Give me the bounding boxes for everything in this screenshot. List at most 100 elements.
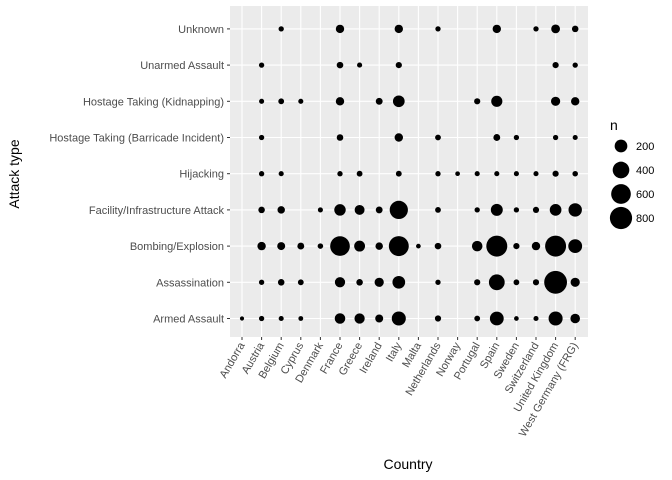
data-point bbox=[395, 25, 403, 33]
data-point bbox=[376, 98, 383, 105]
y-tick-label: Hostage Taking (Barricade Incident) bbox=[49, 133, 224, 145]
y-tick-label: Bombing/Explosion bbox=[130, 241, 224, 253]
data-point bbox=[533, 26, 538, 31]
data-point bbox=[472, 241, 483, 252]
data-point bbox=[533, 316, 538, 321]
data-point bbox=[491, 96, 502, 107]
data-point bbox=[533, 279, 539, 285]
plot-panel bbox=[230, 6, 588, 337]
data-point bbox=[259, 280, 264, 285]
data-point bbox=[392, 311, 406, 325]
data-point bbox=[375, 242, 382, 249]
data-point bbox=[278, 279, 285, 286]
data-point bbox=[533, 207, 539, 213]
data-point bbox=[357, 171, 363, 177]
data-point bbox=[259, 135, 264, 140]
data-point bbox=[549, 311, 563, 325]
data-point bbox=[475, 171, 480, 176]
data-point bbox=[475, 207, 480, 212]
data-point bbox=[375, 315, 383, 323]
y-tick-label: Hostage Taking (Kidnapping) bbox=[83, 96, 224, 108]
data-point bbox=[455, 171, 460, 176]
data-point bbox=[513, 243, 519, 249]
data-point bbox=[259, 316, 264, 321]
x-tick-label: Andorra bbox=[218, 340, 248, 381]
legend-label: 800 bbox=[636, 213, 654, 225]
data-point bbox=[278, 98, 284, 104]
legend-key bbox=[611, 184, 631, 204]
legend-label: 200 bbox=[636, 141, 654, 153]
data-point bbox=[551, 97, 560, 106]
data-point bbox=[573, 62, 578, 67]
data-point bbox=[337, 134, 344, 141]
data-point bbox=[435, 315, 441, 321]
data-point bbox=[318, 243, 324, 249]
data-point bbox=[435, 243, 442, 250]
data-point bbox=[392, 276, 405, 289]
data-point bbox=[240, 316, 244, 320]
data-point bbox=[435, 280, 440, 285]
data-point bbox=[474, 316, 480, 322]
data-point bbox=[569, 203, 582, 216]
data-point bbox=[486, 236, 507, 257]
data-point bbox=[493, 134, 500, 141]
data-point bbox=[474, 279, 480, 285]
data-point bbox=[489, 274, 505, 290]
legend-key bbox=[610, 207, 632, 229]
data-point bbox=[435, 26, 440, 31]
data-point bbox=[572, 26, 579, 33]
data-point bbox=[259, 62, 264, 67]
x-axis: AndorraAustriaBelgiumCyprusDenmarkFrance… bbox=[218, 337, 581, 439]
data-point bbox=[493, 25, 501, 33]
data-point bbox=[545, 236, 566, 257]
data-point bbox=[393, 95, 405, 107]
data-point bbox=[395, 133, 403, 141]
data-point bbox=[336, 97, 344, 105]
data-point bbox=[573, 135, 578, 140]
data-point bbox=[376, 206, 383, 213]
data-point bbox=[330, 236, 350, 256]
data-point bbox=[297, 243, 304, 250]
panel-background bbox=[230, 6, 588, 337]
data-point bbox=[277, 242, 285, 250]
data-point bbox=[551, 24, 560, 33]
data-point bbox=[570, 314, 580, 324]
y-axis: Armed AssaultAssassinationBombing/Explos… bbox=[49, 24, 230, 326]
data-point bbox=[550, 204, 562, 216]
data-point bbox=[571, 97, 579, 105]
legend-title: n bbox=[610, 117, 618, 133]
data-point bbox=[474, 98, 480, 104]
data-point bbox=[298, 316, 303, 321]
data-point bbox=[259, 171, 264, 176]
data-point bbox=[279, 171, 284, 176]
data-point bbox=[375, 278, 384, 287]
data-point bbox=[389, 236, 409, 256]
legend-key bbox=[613, 162, 630, 179]
y-axis-title: Attack type bbox=[6, 139, 22, 208]
data-point bbox=[356, 279, 363, 286]
data-point bbox=[337, 171, 342, 176]
data-point bbox=[279, 26, 284, 31]
data-point bbox=[435, 207, 441, 213]
data-point bbox=[568, 239, 582, 253]
data-point bbox=[277, 206, 284, 213]
data-point bbox=[553, 62, 559, 68]
data-point bbox=[494, 171, 499, 176]
data-point bbox=[514, 279, 520, 285]
data-point bbox=[257, 242, 265, 250]
data-point bbox=[279, 316, 284, 321]
legend-label: 600 bbox=[636, 189, 654, 201]
data-point bbox=[335, 313, 346, 324]
data-point bbox=[318, 207, 323, 212]
data-point bbox=[544, 271, 567, 294]
data-point bbox=[298, 99, 303, 104]
data-point bbox=[435, 135, 441, 141]
data-point bbox=[416, 244, 421, 249]
data-point bbox=[335, 277, 345, 287]
data-point bbox=[354, 241, 365, 252]
data-point bbox=[337, 62, 344, 69]
data-point bbox=[514, 207, 519, 212]
y-tick-label: Hijacking bbox=[179, 169, 224, 181]
legend-key bbox=[615, 140, 628, 153]
